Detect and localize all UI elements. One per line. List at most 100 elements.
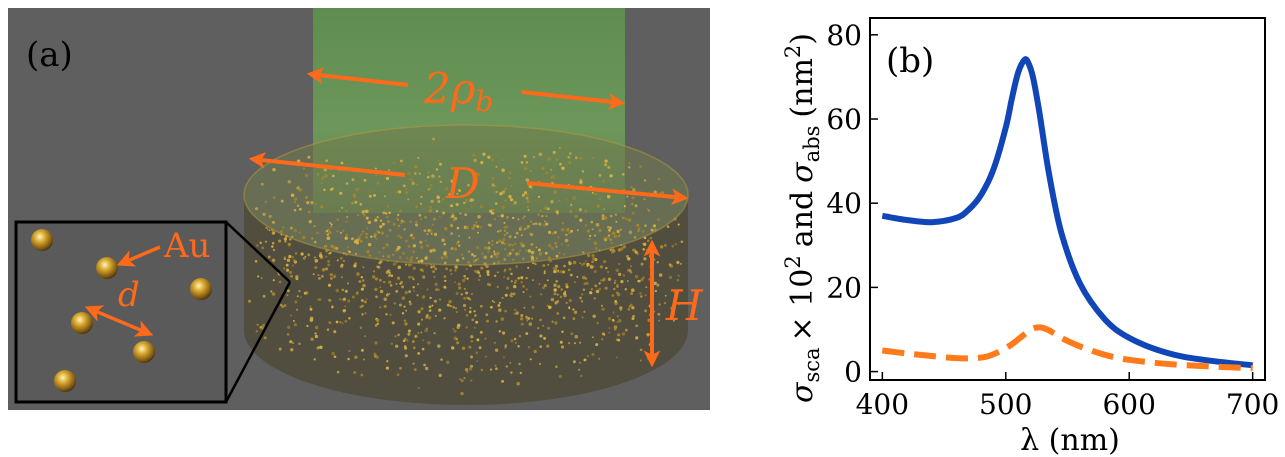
particle-dot: [520, 161, 524, 164]
particle-dot: [528, 184, 532, 189]
particle-dot: [254, 207, 259, 211]
particle-dot: [564, 238, 569, 243]
particle-dot: [400, 219, 404, 223]
particle-dot: [326, 328, 330, 331]
particle-dot: [503, 242, 507, 246]
particle-dot: [450, 179, 455, 183]
particle-dot: [484, 246, 488, 250]
particle-dot: [570, 332, 574, 336]
particle-dot: [444, 255, 449, 259]
particle-dot: [463, 308, 467, 311]
particle-dot: [272, 248, 276, 252]
particle-dot: [441, 198, 444, 200]
particle-dot: [429, 249, 433, 253]
y-tick-label: 40: [826, 187, 862, 220]
particle-dot: [633, 236, 637, 239]
particle-dot: [598, 229, 602, 233]
particle-dot: [465, 314, 469, 317]
particle-dot: [381, 222, 385, 226]
particle-dot: [496, 271, 499, 274]
particle-dot: [589, 234, 592, 237]
particle-dot: [379, 224, 383, 229]
particle-dot: [467, 250, 471, 253]
particle-dot: [411, 340, 415, 344]
particle-dot: [428, 305, 432, 309]
particle-dot: [390, 342, 394, 345]
particle-dot: [248, 299, 251, 303]
particle-dot: [609, 248, 612, 252]
particle-dot: [302, 256, 306, 260]
particle-dot: [312, 273, 315, 276]
particle-dot: [601, 217, 605, 220]
particle-dot: [267, 255, 271, 259]
particle-dot: [454, 247, 458, 251]
particle-dot: [385, 313, 388, 316]
particle-dot: [492, 208, 495, 212]
particle-dot: [563, 292, 567, 296]
particle-dot: [461, 195, 465, 198]
particle-dot: [596, 321, 599, 325]
particle-dot: [286, 294, 289, 297]
particle-dot: [357, 239, 360, 242]
particle-dot: [314, 332, 317, 335]
particle-dot: [386, 234, 389, 237]
y-tick-label: 80: [826, 19, 862, 52]
particle-dot: [558, 271, 560, 274]
particle-dot: [672, 289, 677, 293]
particle-dot: [305, 195, 308, 199]
particle-dot: [485, 264, 489, 269]
particle-dot: [630, 186, 633, 189]
particle-dot: [579, 218, 583, 222]
particle-dot: [523, 215, 526, 218]
particle-dot: [658, 303, 661, 306]
particle-dot: [327, 259, 331, 263]
particle-dot: [430, 232, 433, 235]
particle-dot: [420, 195, 423, 199]
particle-dot: [582, 251, 585, 254]
particle-dot: [620, 279, 624, 284]
particle-dot: [336, 370, 340, 374]
particle-dot: [646, 239, 650, 243]
particle-dot: [437, 200, 441, 203]
particle-dot: [406, 257, 409, 260]
particle-dot: [401, 312, 405, 315]
particle-dot: [345, 209, 348, 213]
particle-dot: [593, 270, 597, 273]
particle-dot: [459, 378, 462, 381]
particle-dot: [382, 255, 385, 258]
particle-dot: [518, 249, 522, 252]
particle-dot: [283, 267, 286, 270]
particle-dot: [295, 275, 299, 279]
particle-dot: [538, 362, 542, 366]
particle-dot: [511, 243, 514, 247]
particle-dot: [526, 205, 529, 209]
particle-dot: [364, 335, 366, 338]
particle-dot: [405, 187, 408, 190]
particle-dot: [407, 275, 412, 279]
particle-dot: [666, 225, 670, 229]
particle-dot: [432, 137, 436, 141]
particle-dot: [432, 264, 436, 268]
particle-dot: [379, 286, 382, 289]
particle-dot: [429, 296, 432, 300]
particle-dot: [409, 234, 412, 237]
particle-dot: [318, 298, 322, 301]
particle-dot: [513, 284, 517, 289]
particle-dot: [480, 161, 484, 165]
particle-dot: [591, 336, 594, 339]
particle-dot: [530, 250, 535, 255]
particle-dot: [378, 251, 381, 254]
particle-dot: [479, 205, 484, 209]
particle-dot: [680, 240, 684, 244]
particle-dot: [503, 221, 506, 224]
particle-dot: [383, 195, 386, 198]
particle-dot: [417, 331, 420, 335]
particle-dot: [271, 231, 276, 235]
particle-dot: [465, 226, 469, 230]
particle-dot: [582, 275, 586, 280]
particle-dot: [484, 355, 488, 358]
particle-dot: [319, 345, 323, 350]
particle-dot: [431, 223, 434, 226]
particle-dot: [541, 214, 544, 218]
particle-dot: [450, 247, 454, 251]
